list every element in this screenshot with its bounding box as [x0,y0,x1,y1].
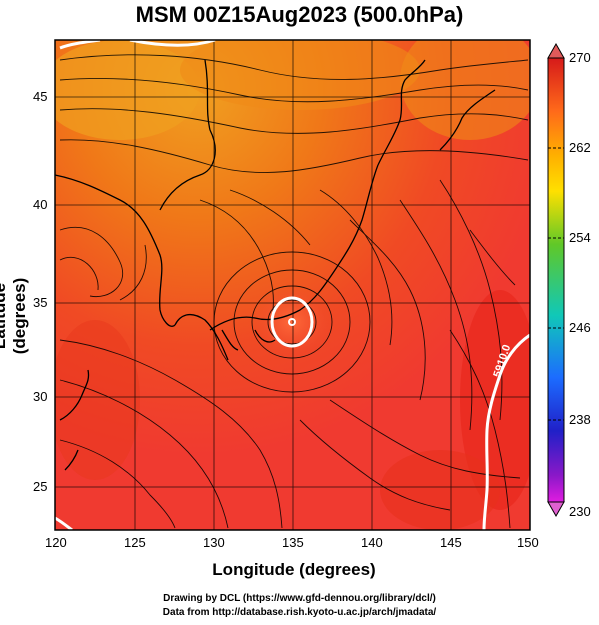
wind-streamlines [59,54,529,529]
y-tick-40: 40 [33,197,48,212]
plot-frame [54,39,531,531]
colorbar-tick-238: 238 [569,412,591,427]
coastlines [54,59,496,471]
x-tick-150: 150 [517,535,539,550]
colorbar-tick-262: 262 [569,140,591,155]
colorbar-tick-246: 246 [569,320,591,335]
x-axis-label: Longitude (degrees) [212,560,376,579]
temperature-field [55,40,530,530]
credit-data: Data from http://database.rish.kyoto-u.a… [162,607,437,618]
colorbar-tick-270: 270 [569,50,591,65]
y-tick-25: 25 [33,479,48,494]
colorbar-tick-254: 254 [569,230,591,245]
colorbar-tick-230: 230 [569,504,591,519]
map-title: MSM 00Z15Aug2023 (500.0hPa) [135,2,464,27]
x-tick-145: 145 [440,535,462,550]
x-tick-125: 125 [124,535,146,550]
y-tick-45: 45 [33,89,48,104]
y-axis-label: Latitude (degrees) [0,277,29,355]
x-tick-140: 140 [361,535,383,550]
x-tick-135: 135 [282,535,304,550]
x-tick-120: 120 [45,535,67,550]
colorbar [547,42,565,518]
y-tick-30: 30 [33,389,48,404]
credit-drawing: Drawing by DCL (https://www.gfd-dennou.o… [163,593,436,604]
y-tick-35: 35 [33,295,48,310]
lat-lon-grid [55,40,530,530]
x-tick-130: 130 [203,535,225,550]
